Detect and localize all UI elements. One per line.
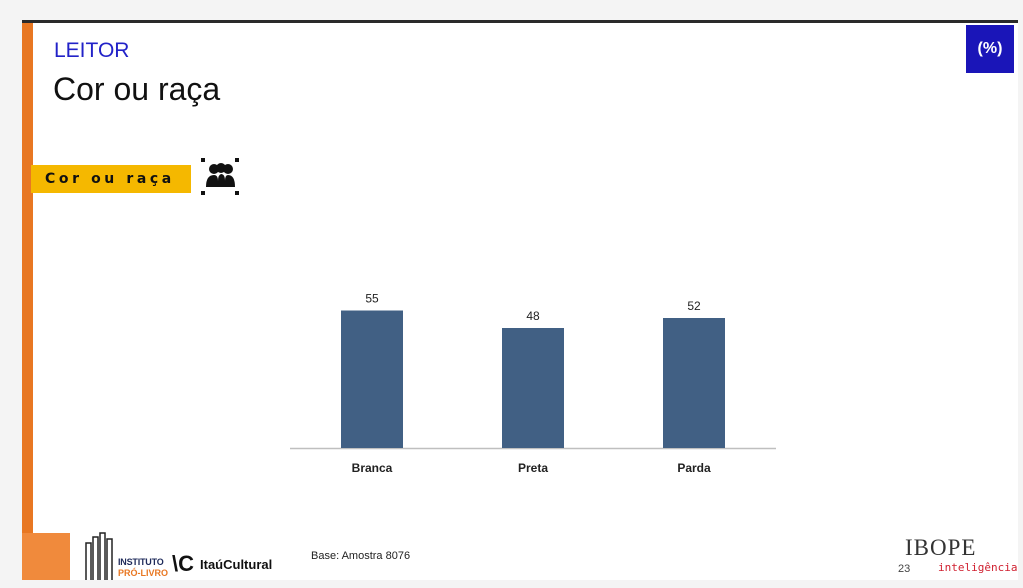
logo-text-instituto: INSTITUTO bbox=[118, 557, 164, 567]
unit-badge: (%) bbox=[966, 25, 1014, 73]
filter-tag: Cor ou raça bbox=[31, 165, 191, 193]
instituto-pro-livro-logo bbox=[85, 532, 113, 580]
bar-branca bbox=[341, 310, 403, 448]
section-label: LEITOR bbox=[54, 39, 130, 62]
base-note: Base: Amostra 8076 bbox=[311, 550, 411, 562]
bar-parda bbox=[663, 318, 725, 448]
slide-title: Cor ou raça bbox=[53, 71, 221, 107]
bar-preta bbox=[502, 328, 564, 448]
data-label-preta: 48 bbox=[526, 309, 540, 323]
accent-block bbox=[22, 533, 70, 580]
itau-cultural-text: ItaúCultural bbox=[200, 557, 273, 572]
tick-label-branca: Branca bbox=[352, 461, 393, 475]
itau-cultural-mark: \C bbox=[172, 551, 194, 576]
tick-label-parda: Parda bbox=[677, 461, 711, 475]
data-label-branca: 55 bbox=[365, 292, 379, 306]
page-number: 23 bbox=[898, 563, 911, 575]
bar-chart: 55 Branca 48 Preta 52 Parda bbox=[290, 292, 776, 475]
slide: LEITOR Cor ou raça (%) Cor ou raça 55 Bra… bbox=[22, 20, 1018, 580]
logo-text-pro-livro: PRÓ-LIVRO bbox=[118, 568, 169, 578]
tick-label-preta: Preta bbox=[518, 461, 548, 475]
accent-bar bbox=[22, 23, 33, 580]
ibope-logo: IBOPE bbox=[905, 535, 977, 560]
ibope-subtitle: inteligência bbox=[938, 561, 1018, 574]
data-label-parda: 52 bbox=[687, 299, 701, 313]
people-group-icon bbox=[201, 158, 239, 195]
